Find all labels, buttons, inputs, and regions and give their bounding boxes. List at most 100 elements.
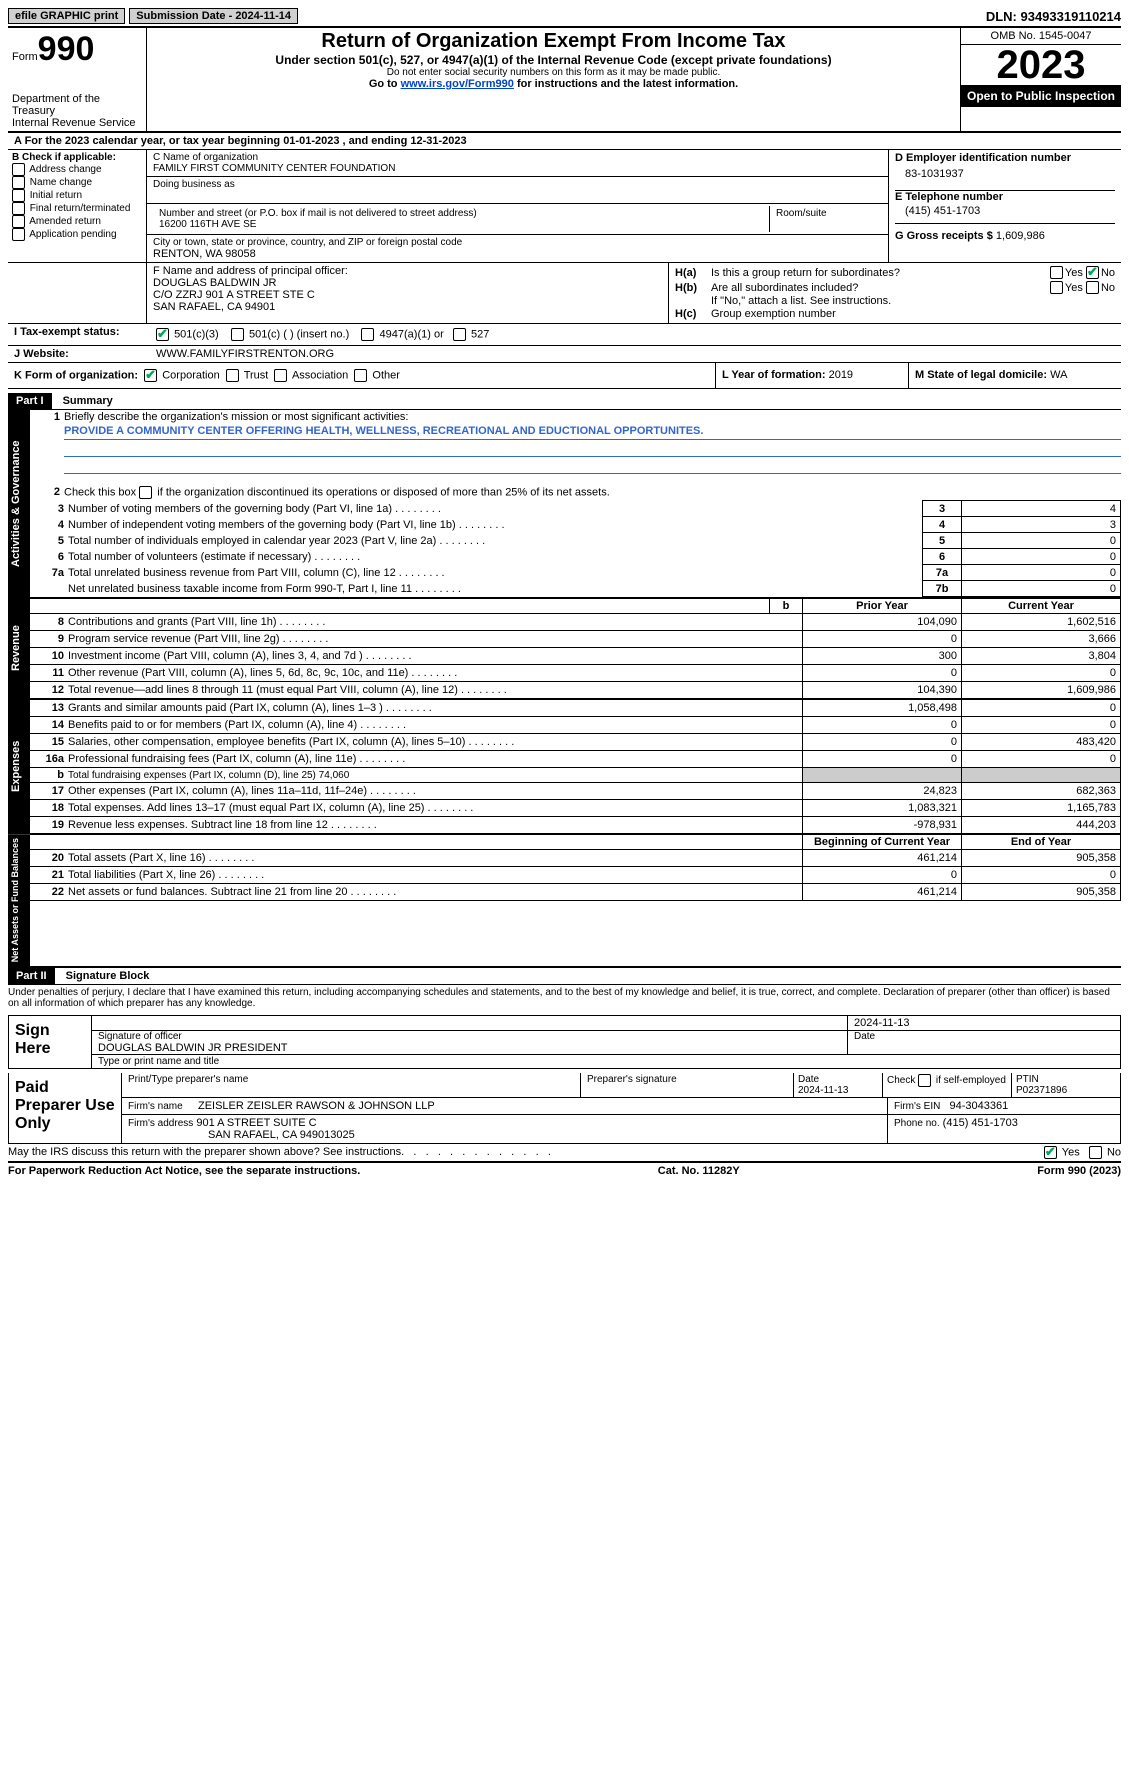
hb-label: H(b)	[675, 282, 711, 294]
tab-netassets: Net Assets or Fund Balances	[8, 834, 30, 966]
subordinates-q: Are all subordinates included?	[711, 282, 1050, 294]
irs-link[interactable]: www.irs.gov/Form990	[401, 78, 514, 90]
gross-receipts-label: G Gross receipts $	[895, 230, 993, 242]
open-public-badge: Open to Public Inspection	[961, 85, 1121, 107]
year-formation-value: 2019	[829, 369, 853, 381]
chk-initial-return[interactable]: Initial return	[12, 189, 142, 202]
ptin-value: P02371896	[1016, 1085, 1067, 1096]
gross-receipts-value: 1,609,986	[996, 230, 1045, 242]
table-row: 7aTotal unrelated business revenue from …	[30, 565, 1121, 581]
table-row: 11Other revenue (Part VIII, column (A), …	[30, 665, 1121, 682]
ein-value: 83-1031937	[895, 164, 1115, 190]
governance-table: 3Number of voting members of the governi…	[30, 500, 1121, 597]
dept-label: Department of the Treasury Internal Reve…	[12, 93, 142, 129]
paid-preparer-block: Paid Preparer Use Only Print/Type prepar…	[8, 1073, 1121, 1144]
table-row: 20Total assets (Part X, line 16)461,2149…	[30, 850, 1121, 867]
declaration-text: Under penalties of perjury, I declare th…	[8, 985, 1121, 1011]
phone-value: (415) 451-1703	[895, 203, 1115, 223]
firm-ein: 94-3043361	[950, 1100, 1009, 1112]
chk-other[interactable]	[354, 369, 367, 382]
tab-revenue: Revenue	[8, 598, 30, 699]
chk-4947[interactable]	[361, 328, 374, 341]
table-row: 9Program service revenue (Part VIII, lin…	[30, 631, 1121, 648]
firm-addr2: SAN RAFAEL, CA 949013025	[128, 1129, 355, 1141]
chk-name-change[interactable]: Name change	[12, 176, 142, 189]
chk-final-return[interactable]: Final return/terminated	[12, 202, 142, 215]
sign-here-block: Sign Here 2024-11-13 Signature of office…	[8, 1015, 1121, 1069]
line16b: Total fundraising expenses (Part IX, col…	[68, 770, 349, 781]
room-suite-label: Room/suite	[770, 206, 882, 232]
phone-label: E Telephone number	[895, 191, 1115, 203]
chk-discontinued[interactable]	[139, 486, 152, 499]
prep-name-label: Print/Type preparer's name	[122, 1073, 580, 1097]
chk-association[interactable]	[274, 369, 287, 382]
sig-officer-label: Signature of officer	[98, 1031, 841, 1042]
ein-label: D Employer identification number	[895, 152, 1115, 164]
chk-501c3[interactable]	[156, 328, 169, 341]
dba-label: Doing business as	[153, 179, 882, 190]
chk-hb-yes[interactable]	[1050, 281, 1063, 294]
form-footer-label: Form 990 (2023)	[1037, 1165, 1121, 1177]
firm-phone: (415) 451-1703	[943, 1117, 1018, 1129]
officer-signature: DOUGLAS BALDWIN JR PRESIDENT	[98, 1042, 841, 1054]
self-employed-chk[interactable]: Check if self-employed	[882, 1073, 1011, 1097]
chk-discuss-yes[interactable]	[1044, 1146, 1057, 1159]
form-note1: Do not enter social security numbers on …	[153, 67, 954, 78]
table-row: 17Other expenses (Part IX, column (A), l…	[30, 783, 1121, 800]
top-toolbar: efile GRAPHIC print Submission Date - 20…	[8, 8, 1121, 24]
prep-sig-label: Preparer's signature	[580, 1073, 793, 1097]
addr-label: Number and street (or P.O. box if mail i…	[159, 208, 763, 219]
chk-corporation[interactable]	[144, 369, 157, 382]
efile-button[interactable]: efile GRAPHIC print	[8, 8, 125, 24]
chk-address-change[interactable]: Address change	[12, 163, 142, 176]
website-label: J Website:	[8, 346, 150, 362]
chk-501c[interactable]	[231, 328, 244, 341]
tax-exempt-label: I Tax-exempt status:	[8, 324, 150, 345]
group-return-q: Is this a group return for subordinates?	[711, 267, 1050, 279]
sign-date: 2024-11-13	[847, 1016, 1120, 1030]
tab-governance: Activities & Governance	[8, 410, 30, 598]
firm-addr1: 901 A STREET SUITE C	[196, 1117, 316, 1129]
paid-preparer-label: Paid Preparer Use Only	[9, 1073, 121, 1143]
table-row: 12Total revenue—add lines 8 through 11 (…	[30, 682, 1121, 699]
section-fh: F Name and address of principal officer:…	[8, 263, 1121, 324]
table-row: 13Grants and similar amounts paid (Part …	[30, 700, 1121, 717]
part1-title: Summary	[55, 393, 121, 409]
table-row: Net unrelated business taxable income fr…	[30, 581, 1121, 597]
street-address: 16200 116TH AVE SE	[159, 219, 763, 230]
dln-label: DLN: 93493319110214	[986, 9, 1121, 24]
officer-addr2: SAN RAFAEL, CA 94901	[153, 301, 662, 313]
chk-527[interactable]	[453, 328, 466, 341]
submission-date: Submission Date - 2024-11-14	[129, 8, 298, 24]
website-value: WWW.FAMILYFIRSTRENTON.ORG	[150, 346, 1121, 362]
discuss-question: May the IRS discuss this return with the…	[8, 1146, 1044, 1159]
table-row: 10Investment income (Part VIII, column (…	[30, 648, 1121, 665]
expenses-table: 13Grants and similar amounts paid (Part …	[30, 699, 1121, 834]
chk-amended-return[interactable]: Amended return	[12, 215, 142, 228]
q2-label: Check this box if the organization disco…	[64, 486, 1121, 499]
revenue-table: bPrior YearCurrent Year 8Contributions a…	[30, 598, 1121, 699]
chk-trust[interactable]	[226, 369, 239, 382]
chk-discuss-no[interactable]	[1089, 1146, 1102, 1159]
chk-hb-no[interactable]	[1086, 281, 1099, 294]
chk-ha-no[interactable]	[1086, 266, 1099, 279]
row-a-tax-year: A For the 2023 calendar year, or tax yea…	[8, 133, 1121, 150]
domicile-label: M State of legal domicile:	[915, 369, 1047, 381]
form-title: Return of Organization Exempt From Incom…	[153, 30, 954, 53]
group-exemption-q: Group exemption number	[711, 308, 836, 320]
table-row: 15Salaries, other compensation, employee…	[30, 734, 1121, 751]
table-row: 4Number of independent voting members of…	[30, 517, 1121, 533]
part2-header: Part II	[8, 968, 55, 984]
part2-title: Signature Block	[58, 968, 158, 984]
page-footer: For Paperwork Reduction Act Notice, see …	[8, 1163, 1121, 1177]
part1-body: Activities & Governance 1 Briefly descri…	[8, 410, 1121, 598]
hc-label: H(c)	[675, 308, 711, 320]
table-row: 8Contributions and grants (Part VIII, li…	[30, 614, 1121, 631]
chk-application-pending[interactable]: Application pending	[12, 228, 142, 241]
chk-ha-yes[interactable]	[1050, 266, 1063, 279]
table-row: 6Total number of volunteers (estimate if…	[30, 549, 1121, 565]
org-name-label: C Name of organization	[153, 152, 882, 163]
table-row: 19Revenue less expenses. Subtract line 1…	[30, 817, 1121, 834]
city-label: City or town, state or province, country…	[153, 237, 882, 248]
form-header: Form990 Department of the Treasury Inter…	[8, 28, 1121, 133]
